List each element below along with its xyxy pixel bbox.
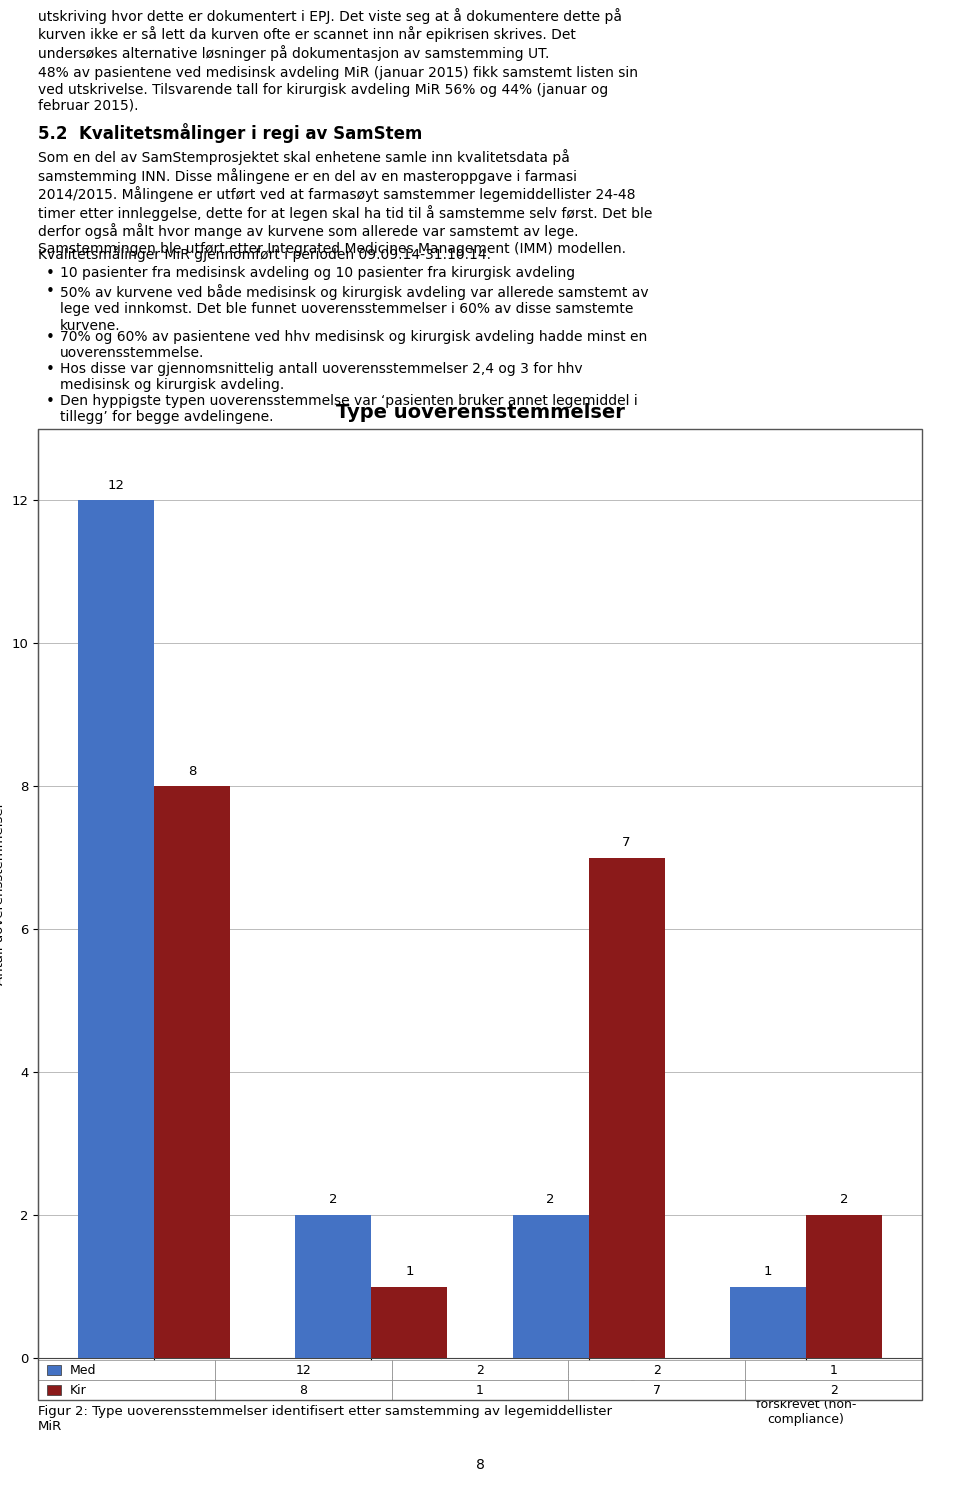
Text: •: • [46,266,55,281]
Bar [296,1215,372,1358]
Text: 10 pasienter fra medisinsk avdeling og 10 pasienter fra kirurgisk avdeling: 10 pasienter fra medisinsk avdeling og 1… [60,266,575,279]
Bar [805,1215,882,1358]
Text: 70% og 60% av pasientene ved hhv medisinsk og kirurgisk avdeling hadde minst en
: 70% og 60% av pasientene ved hhv medisin… [60,330,647,360]
Title: Type uoverensstemmelser: Type uoverensstemmelser [336,403,624,422]
Text: 8: 8 [188,765,197,778]
Text: •: • [46,362,55,377]
Text: 48% av pasientene ved medisinsk avdeling MiR (januar 2015) fikk samstemt listen : 48% av pasientene ved medisinsk avdeling… [38,66,638,113]
Text: 12: 12 [296,1364,311,1376]
Text: 1: 1 [763,1265,772,1278]
Text: Kvalitetsmålinger MiR gjennomført i perioden 09.09.14-31.10.14.: Kvalitetsmålinger MiR gjennomført i peri… [38,246,491,263]
Text: 8: 8 [300,1383,307,1397]
Bar [588,858,664,1358]
Text: 12: 12 [108,479,125,491]
Text: 2: 2 [653,1364,660,1376]
Text: Som en del av SamStemprosjektet skal enhetene samle inn kvalitetsdata på
samstem: Som en del av SamStemprosjektet skal enh… [38,149,653,255]
Text: 1: 1 [405,1265,414,1278]
Text: 7: 7 [653,1383,660,1397]
Text: 8: 8 [475,1458,485,1472]
Text: 2: 2 [840,1194,848,1206]
Bar [78,500,155,1358]
Text: 5.2  Kvalitetsmålinger i regi av SamStem: 5.2 Kvalitetsmålinger i regi av SamStem [38,123,422,143]
Text: 2: 2 [829,1383,837,1397]
Text: •: • [46,284,55,299]
Text: 7: 7 [622,837,631,849]
Text: 2: 2 [329,1194,338,1206]
Bar [730,1287,805,1358]
Text: Kir: Kir [70,1383,86,1397]
Bar [372,1287,447,1358]
Bar [155,786,230,1358]
Text: Den hyppigste typen uoverensstemmelse var ‘pasienten bruker annet legemiddel i
t: Den hyppigste typen uoverensstemmelse va… [60,394,637,424]
Text: Hos disse var gjennomsnittelig antall uoverensstemmelser 2,4 og 3 for hhv
medisi: Hos disse var gjennomsnittelig antall uo… [60,362,583,392]
Text: •: • [46,330,55,345]
Y-axis label: Antall uoverensstemmelser: Antall uoverensstemmelser [0,802,6,985]
Text: 2: 2 [476,1364,484,1376]
Text: Figur 2: Type uoverensstemmelser identifisert etter samstemming av legemiddellis: Figur 2: Type uoverensstemmelser identif… [38,1404,612,1433]
Text: •: • [46,394,55,409]
Bar [513,1215,588,1358]
Text: utskriving hvor dette er dokumentert i EPJ. Det viste seg at å dokumentere dette: utskriving hvor dette er dokumentert i E… [38,8,622,62]
Text: Med: Med [70,1364,96,1376]
Text: 1: 1 [829,1364,837,1376]
Text: 50% av kurvene ved både medisinsk og kirurgisk avdeling var allerede samstemt av: 50% av kurvene ved både medisinsk og kir… [60,284,649,332]
Text: 1: 1 [476,1383,484,1397]
Text: 2: 2 [546,1194,555,1206]
